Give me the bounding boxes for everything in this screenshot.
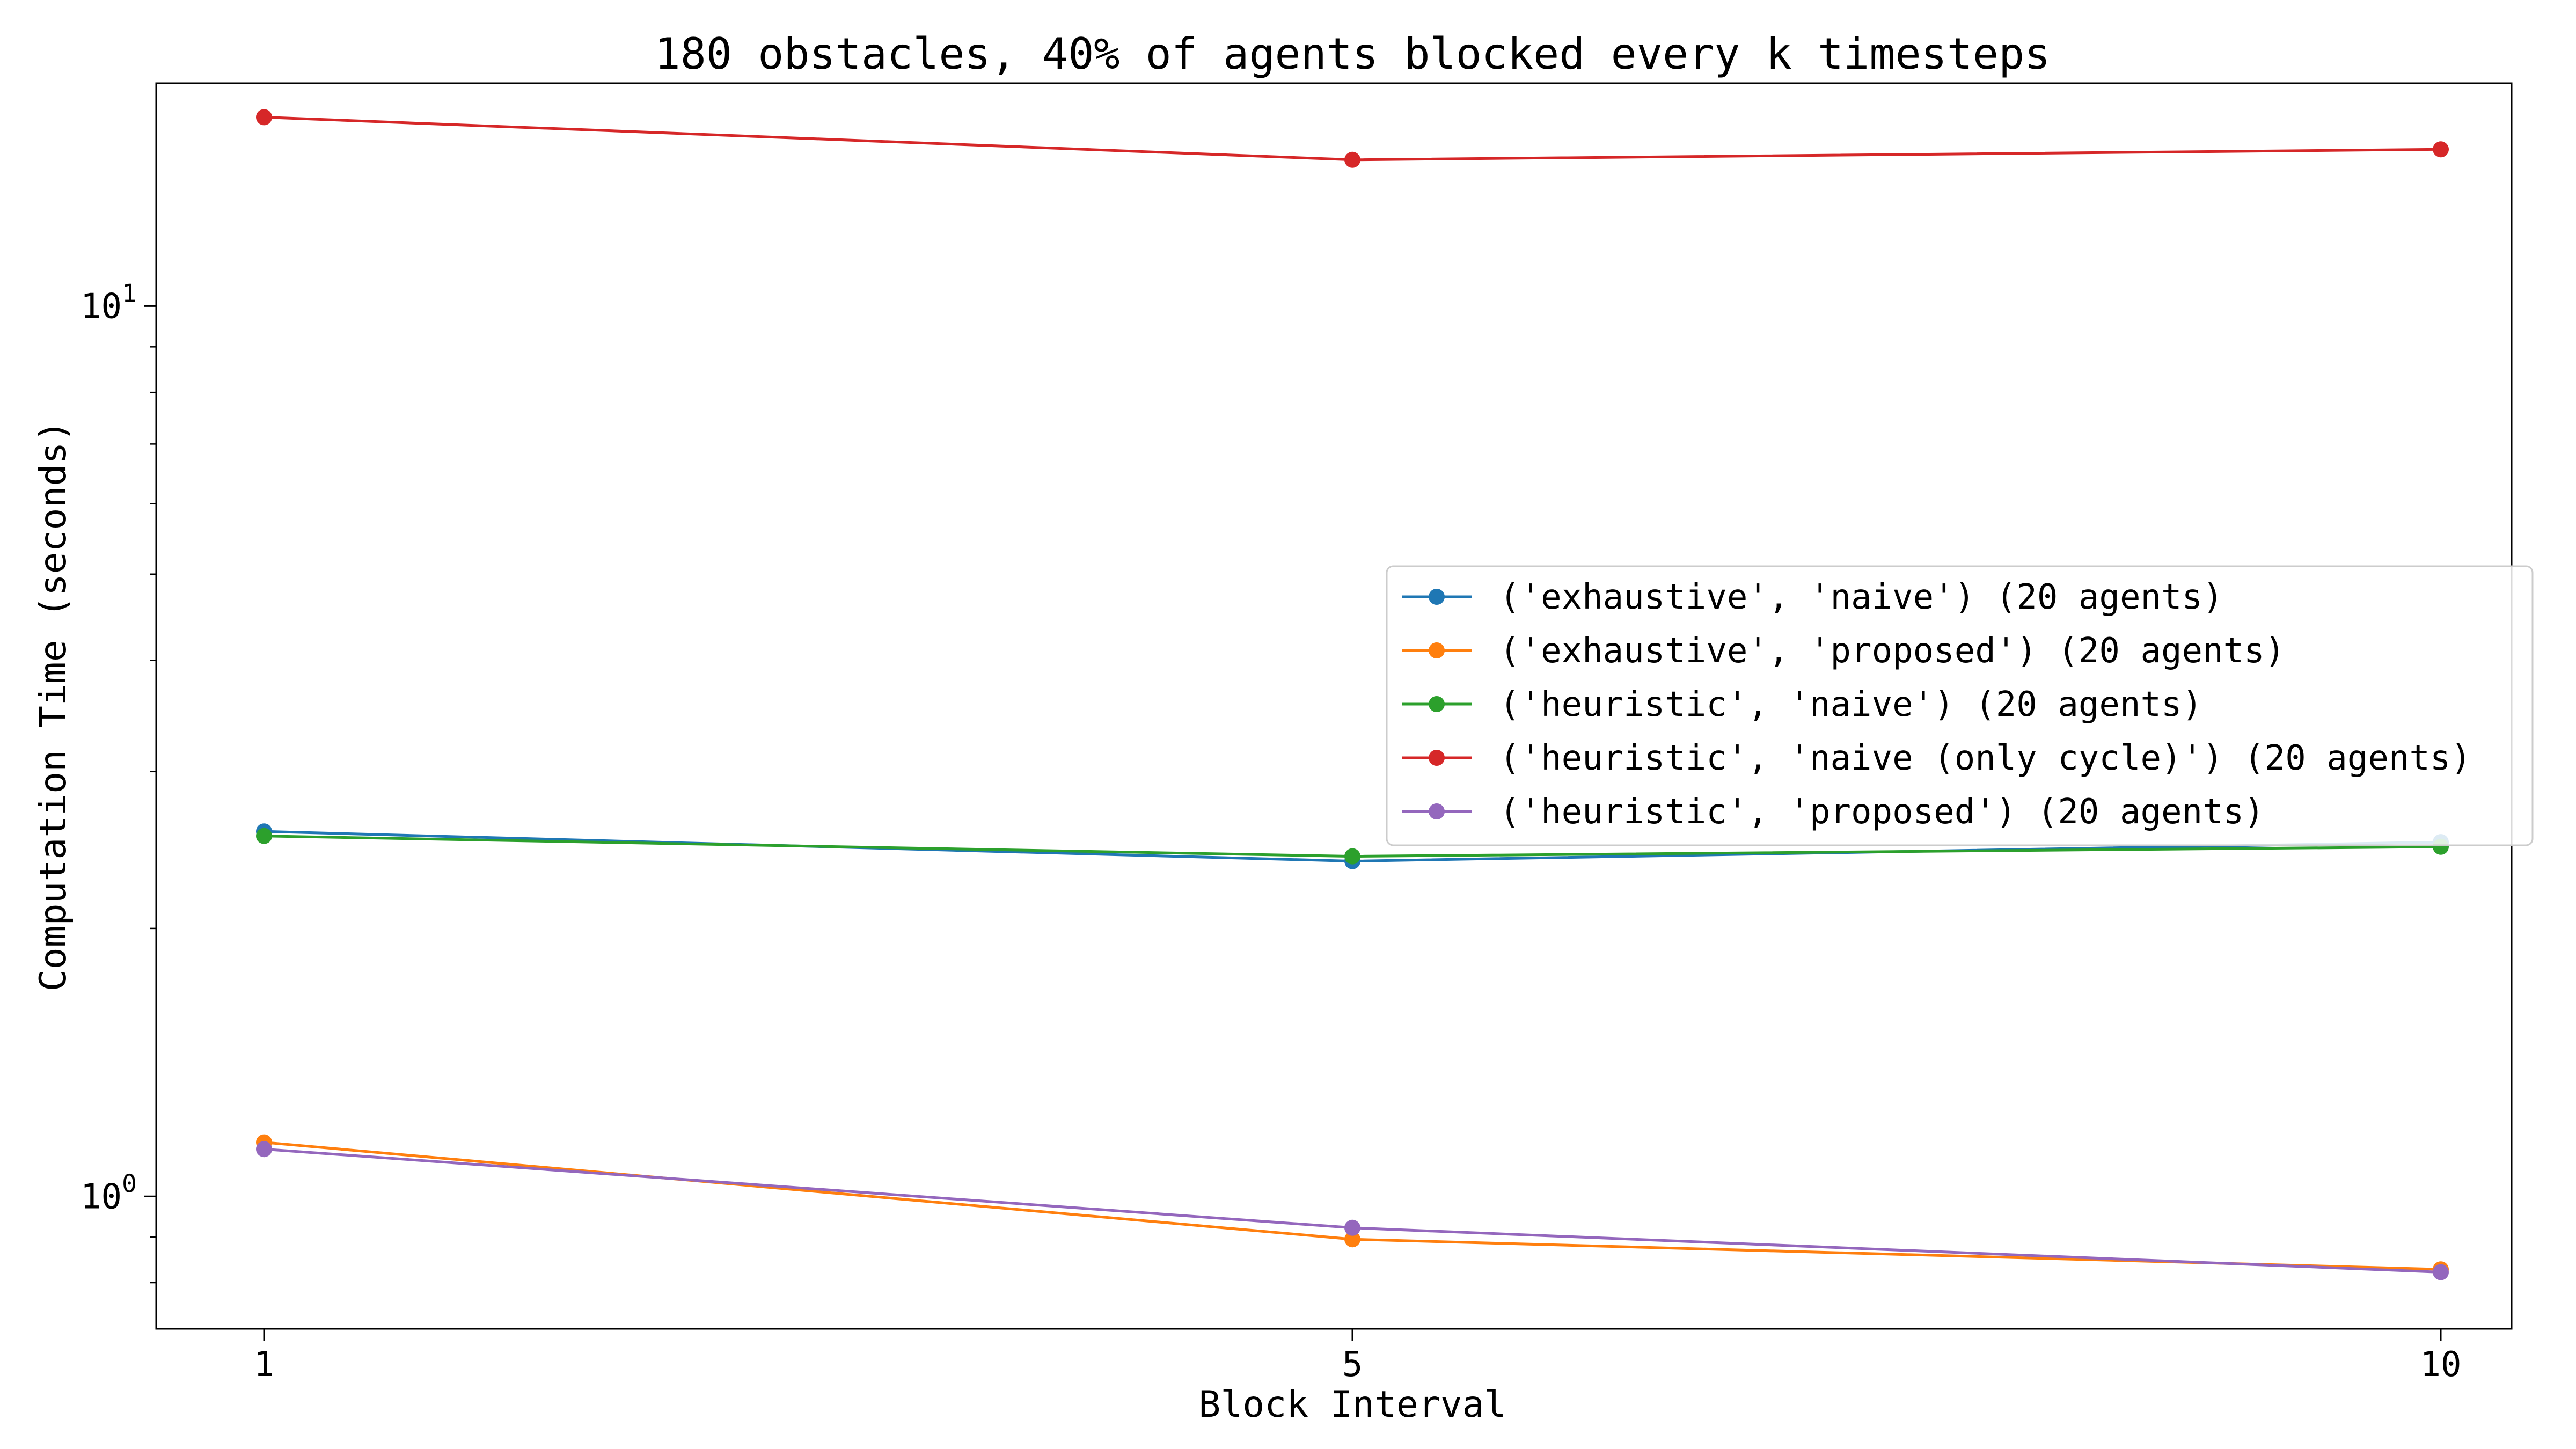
legend-items: ('exhaustive', 'naive') (20 agents) ('exh… (1402, 577, 2471, 832)
data-point (1344, 151, 1360, 168)
y-tick-label: 100 (80, 1169, 137, 1217)
legend-label: ('exhaustive', 'proposed') (20 agents) (1499, 631, 2285, 671)
data-point (256, 828, 272, 844)
data-point (1344, 1231, 1360, 1248)
legend-label: ('exhaustive', 'naive') (20 agents) (1499, 577, 2223, 617)
series-3 (256, 109, 2449, 168)
y-tick-base: 10 (80, 287, 122, 326)
y-tick-exponent: 1 (122, 279, 137, 308)
x-tick-label: 1 (254, 1345, 275, 1385)
legend-marker (1429, 803, 1445, 819)
series-layer (256, 109, 2449, 1280)
legend-label: ('heuristic', 'naive') (20 agents) (1499, 685, 2202, 724)
legend-marker (1429, 642, 1445, 658)
x-axis-label: Block Interval (1198, 1384, 1506, 1426)
legend-item: ('heuristic', 'proposed') (20 agents) (1402, 792, 2265, 832)
legend: ('exhaustive', 'naive') (20 agents) ('exh… (1386, 565, 2534, 846)
y-axis-label: Computation Time (seconds) (32, 420, 75, 991)
legend-item: ('exhaustive', 'naive') (20 agents) (1402, 577, 2223, 617)
legend-item: ('heuristic', 'naive (only cycle)') (20 … (1402, 738, 2471, 778)
legend-item: ('exhaustive', 'proposed') (20 agents) (1402, 631, 2285, 671)
legend-label: ('heuristic', 'proposed') (20 agents) (1499, 792, 2265, 832)
series-4 (256, 1141, 2449, 1280)
legend-marker (1429, 696, 1445, 712)
data-point (2433, 1264, 2449, 1280)
x-tick-label: 10 (2420, 1345, 2461, 1385)
legend-box (1386, 565, 2534, 846)
legend-marker (1429, 589, 1445, 605)
data-point (1344, 848, 1360, 865)
y-tick-exponent: 0 (122, 1169, 137, 1198)
data-point (2433, 141, 2449, 158)
x-axis: 1 5 10 (254, 1329, 2462, 1385)
legend-item: ('heuristic', 'naive') (20 agents) (1402, 685, 2202, 724)
y-tick-base: 10 (80, 1177, 122, 1217)
chart-title: 180 obstacles, 40% of agents blocked eve… (655, 29, 2051, 79)
data-point (256, 109, 272, 126)
data-point (256, 1141, 272, 1158)
x-tick-label: 5 (1342, 1345, 1363, 1385)
legend-label: ('heuristic', 'naive (only cycle)') (20 … (1499, 738, 2471, 778)
data-point (1344, 1219, 1360, 1236)
y-tick-label: 101 (80, 279, 137, 326)
legend-marker (1429, 750, 1445, 766)
